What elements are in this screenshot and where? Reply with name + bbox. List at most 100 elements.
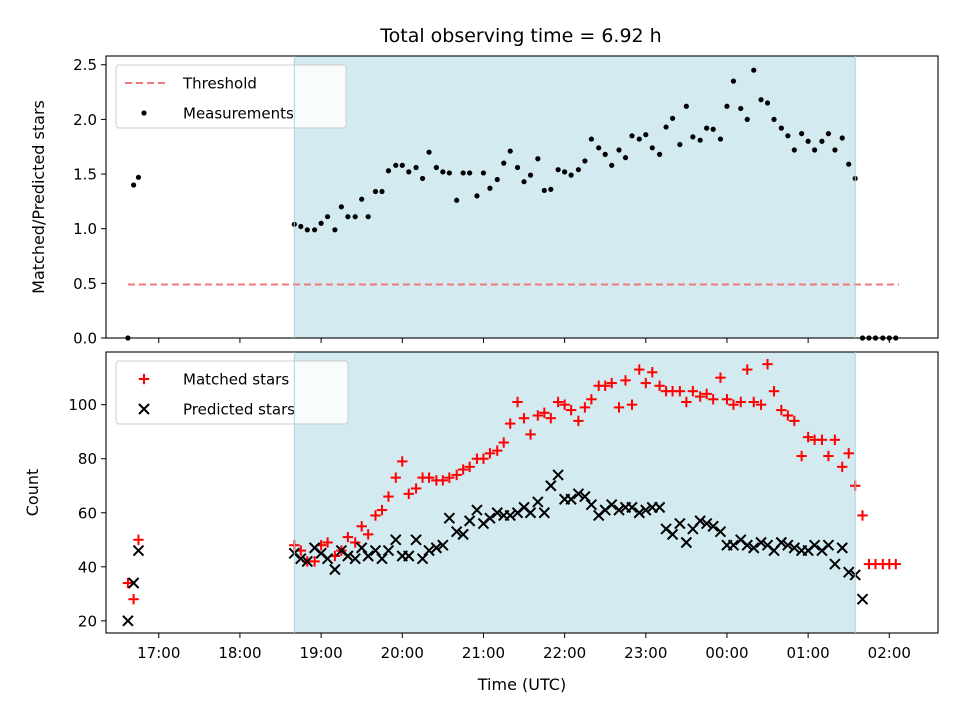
y-tick-label: 100 xyxy=(68,396,97,414)
matched-point xyxy=(674,385,686,397)
count-panel: 20 40 60 80 100 17:00 18:00 19:00 20:00 21:00 22:… xyxy=(23,351,939,694)
measurement-point xyxy=(527,172,534,178)
predicted-point xyxy=(707,520,719,532)
predicted-point xyxy=(349,552,361,565)
predicted-point xyxy=(443,512,456,524)
predicted-point xyxy=(538,507,551,519)
predicted-point xyxy=(321,552,334,565)
measurement-point xyxy=(609,162,615,168)
predicted-point xyxy=(390,534,402,546)
measurement-point xyxy=(385,168,392,174)
x-tick-label: 00:00 xyxy=(705,644,748,662)
measurement-point xyxy=(298,223,304,230)
matched-point xyxy=(559,399,570,410)
matched-point xyxy=(857,510,868,521)
y-tick-label: 20 xyxy=(78,612,97,630)
measurement-point xyxy=(636,136,642,142)
matched-point xyxy=(755,399,767,410)
matched-point xyxy=(816,434,828,446)
x-tick-label: 01:00 xyxy=(787,644,830,662)
predicted-point xyxy=(457,528,469,541)
matched-point xyxy=(451,469,462,481)
count-panel-y-ticks: 20 40 60 80 100 xyxy=(68,396,106,630)
matched-point xyxy=(640,377,651,389)
measurement-point xyxy=(771,116,777,122)
predicted-point xyxy=(714,525,727,538)
measurement-point xyxy=(738,105,744,112)
y-tick-label: 0.5 xyxy=(73,275,97,293)
predicted-point xyxy=(552,469,564,481)
x-tick-label: 18:00 xyxy=(218,644,261,662)
predicted-point xyxy=(403,550,415,562)
measurement-point xyxy=(541,187,547,194)
predicted-point xyxy=(782,539,794,551)
matched-point xyxy=(309,556,320,567)
predicted-point xyxy=(463,515,476,527)
predicted-point xyxy=(755,536,767,549)
predicted-point xyxy=(423,544,435,557)
predicted-point xyxy=(727,539,740,551)
measurement-point xyxy=(494,176,500,183)
predicted-point xyxy=(416,552,429,565)
measurement-point xyxy=(413,164,419,171)
measurement-point xyxy=(393,162,399,168)
matched-point xyxy=(802,431,814,443)
count-panel-x-ticks: 17:00 18:00 19:00 20:00 21:00 22:00 23:00 00:00… xyxy=(137,633,911,662)
ratio-panel-y-label: Matched/Predicted stars xyxy=(29,100,48,294)
matched-point xyxy=(715,372,726,383)
predicted-point xyxy=(585,498,598,511)
predicted-point xyxy=(694,515,706,527)
matched-point xyxy=(498,437,509,448)
matched-point xyxy=(370,510,381,521)
matched-point xyxy=(762,358,773,370)
matched-point xyxy=(768,385,780,397)
ratio-panel: 0.0 0.5 1.0 1.5 2.0 2.5 Matched/Predicted sta… xyxy=(29,55,939,348)
measurement-point xyxy=(839,135,845,141)
measurement-point xyxy=(406,169,412,175)
measurement-point xyxy=(548,186,554,192)
matched-point xyxy=(626,399,638,410)
y-tick-label: 2.5 xyxy=(73,56,97,74)
measurement-point xyxy=(751,67,757,73)
measurement-point xyxy=(135,174,142,180)
x-tick-label: 20:00 xyxy=(381,644,424,662)
series-matched-stars xyxy=(122,358,901,605)
measurement-point xyxy=(622,155,629,161)
legend-box xyxy=(115,360,349,425)
matched-point xyxy=(843,448,854,459)
predicted-point xyxy=(565,493,577,505)
measurement-point xyxy=(365,214,371,220)
predicted-point xyxy=(653,501,666,514)
x-tick-label: 21:00 xyxy=(462,644,505,662)
count-panel-legend: Matched stars Predicted stars xyxy=(115,360,349,425)
measurement-point xyxy=(474,193,480,199)
measurement-point xyxy=(433,164,439,171)
count-panel-y-label: Count xyxy=(23,469,42,517)
measurement-point xyxy=(568,172,574,178)
predicted-point xyxy=(471,504,483,516)
measurement-point xyxy=(799,131,805,137)
count-panel-frame xyxy=(105,351,939,634)
measurement-point xyxy=(602,151,608,157)
matched-point xyxy=(606,377,617,389)
y-tick-label: 0.0 xyxy=(73,330,97,348)
predicted-point xyxy=(829,558,841,570)
matched-point xyxy=(518,412,530,424)
matched-point xyxy=(397,456,408,467)
predicted-point xyxy=(301,555,314,568)
measurement-point xyxy=(819,138,825,144)
measurement-point xyxy=(480,170,487,176)
matched-point xyxy=(552,396,564,408)
predicted-point xyxy=(122,615,134,627)
matched-point xyxy=(573,415,584,427)
predicted-point xyxy=(579,490,591,503)
matched-point xyxy=(362,529,374,540)
measurement-point xyxy=(446,170,452,176)
measurement-point xyxy=(812,147,818,153)
matched-point xyxy=(484,448,496,459)
matched-point xyxy=(457,464,469,475)
ratio-panel-frame xyxy=(105,55,939,339)
measurement-point xyxy=(521,179,527,185)
series-measurements xyxy=(125,67,899,341)
matched-point xyxy=(376,504,388,516)
